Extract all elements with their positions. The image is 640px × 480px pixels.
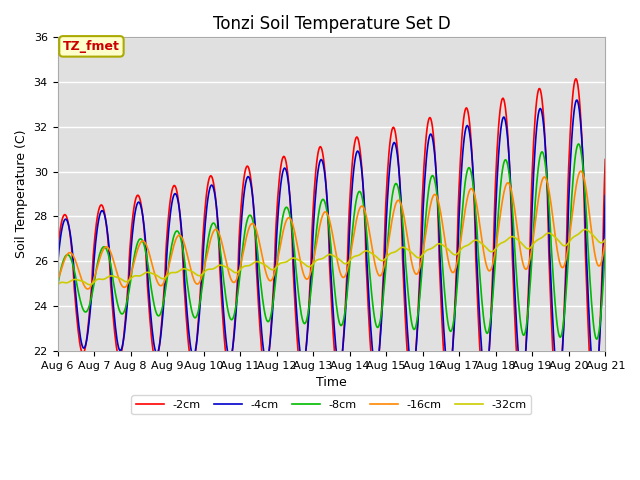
Title: Tonzi Soil Temperature Set D: Tonzi Soil Temperature Set D — [212, 15, 451, 33]
-32cm — [582, 227, 589, 232]
-2cm — [54, 249, 61, 255]
-32cm — [175, 268, 183, 274]
-4cm — [54, 262, 61, 268]
-16cm — [84, 286, 92, 292]
-2cm — [205, 179, 212, 185]
-16cm — [415, 269, 422, 275]
-4cm — [602, 192, 609, 198]
-8cm — [63, 252, 71, 258]
-8cm — [575, 141, 582, 147]
-16cm — [63, 252, 71, 257]
Line: -8cm: -8cm — [58, 144, 605, 339]
Y-axis label: Soil Temperature (C): Soil Temperature (C) — [15, 130, 28, 258]
-16cm — [399, 207, 406, 213]
-8cm — [414, 312, 422, 318]
-8cm — [120, 310, 127, 315]
-8cm — [398, 211, 406, 216]
-16cm — [54, 278, 61, 284]
-4cm — [205, 192, 212, 198]
-4cm — [573, 97, 581, 103]
-2cm — [398, 228, 406, 234]
-32cm — [414, 255, 422, 261]
-16cm — [602, 237, 609, 243]
-16cm — [121, 285, 129, 290]
-16cm — [577, 168, 585, 174]
-4cm — [398, 214, 406, 219]
-32cm — [602, 237, 609, 242]
-32cm — [205, 266, 212, 272]
-2cm — [63, 216, 71, 222]
-4cm — [591, 381, 599, 386]
-32cm — [63, 280, 71, 286]
-8cm — [205, 235, 212, 241]
Line: -32cm: -32cm — [58, 229, 605, 285]
-16cm — [177, 232, 184, 238]
-4cm — [120, 335, 127, 341]
Text: TZ_fmet: TZ_fmet — [63, 40, 120, 53]
-8cm — [175, 231, 183, 237]
-8cm — [54, 284, 61, 289]
Line: -2cm: -2cm — [58, 79, 605, 406]
Line: -4cm: -4cm — [58, 100, 605, 384]
-16cm — [205, 242, 213, 248]
-2cm — [572, 76, 579, 82]
-2cm — [590, 403, 598, 408]
-2cm — [120, 333, 127, 339]
-32cm — [120, 278, 127, 284]
-2cm — [602, 156, 609, 162]
-8cm — [593, 336, 601, 342]
-4cm — [63, 218, 71, 224]
-8cm — [602, 246, 609, 252]
-4cm — [175, 207, 183, 213]
-32cm — [54, 282, 61, 288]
-4cm — [414, 320, 422, 326]
X-axis label: Time: Time — [316, 376, 347, 389]
-2cm — [175, 207, 183, 213]
-32cm — [398, 245, 406, 251]
Legend: -2cm, -4cm, -8cm, -16cm, -32cm: -2cm, -4cm, -8cm, -16cm, -32cm — [131, 396, 531, 414]
Line: -16cm: -16cm — [58, 171, 605, 289]
-2cm — [414, 313, 422, 319]
